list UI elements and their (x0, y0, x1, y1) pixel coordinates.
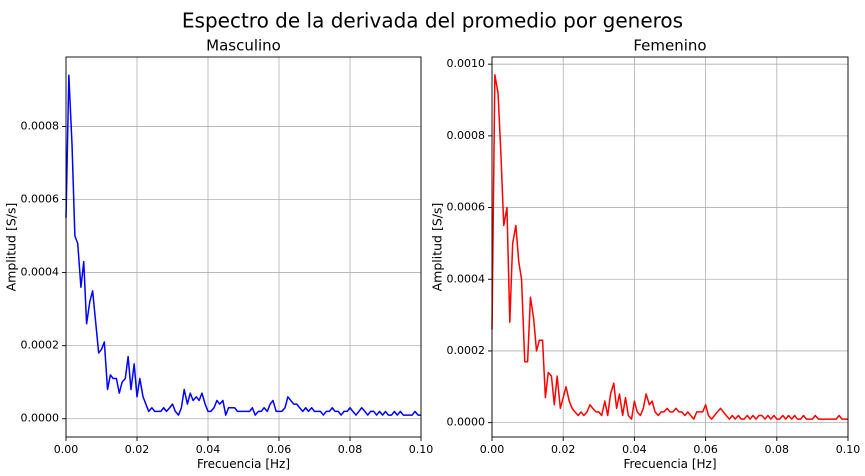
x-tick-label: 0.10 (836, 443, 861, 456)
subplot-masculino: 0.00 0.02 0.04 0.06 0.08 0.10 0.0000 0.0002 0.00… (4, 37, 434, 472)
x-tick-label: 0.06 (267, 443, 292, 456)
axes-frame (65, 56, 422, 438)
subplot-title: Masculino (206, 37, 281, 55)
x-tick-label: 0.00 (54, 443, 79, 456)
x-tick-label: 0.04 (196, 443, 221, 456)
grid-lines (491, 57, 849, 437)
y-tick-label: 0.0004 (447, 272, 486, 285)
subplot-title: Femenino (633, 37, 706, 55)
subplot-femenino: 0.00 0.02 0.04 0.06 0.08 0.10 0.0000 0.0002 0.00… (430, 37, 861, 472)
series-line (65, 74, 421, 416)
axes-frame (491, 56, 849, 438)
x-axis-label: Frecuencia [Hz] (197, 457, 290, 471)
y-tick-label: 0.0006 (447, 201, 486, 214)
y-axis-label: Amplitud [S/s] (430, 203, 445, 292)
x-tick-label: 0.10 (409, 443, 434, 456)
x-tick-label: 0.00 (480, 443, 505, 456)
figure-title: Espectro de la derivada del promedio por… (182, 9, 683, 33)
grid-lines (65, 57, 422, 437)
y-tick-label: 0.0010 (447, 57, 486, 70)
x-tick-label: 0.02 (551, 443, 576, 456)
y-tick-label: 0.0000 (447, 416, 486, 429)
x-tick-label: 0.06 (693, 443, 718, 456)
x-tick-label: 0.08 (765, 443, 790, 456)
plot-area (65, 74, 421, 416)
y-tick-label: 0.0004 (21, 266, 60, 279)
y-tick-label: 0.0002 (447, 344, 486, 357)
series-line (491, 74, 848, 420)
y-tick-label: 0.0000 (21, 412, 60, 425)
plot-area (491, 74, 848, 420)
y-axis-label: Amplitud [S/s] (4, 203, 19, 292)
x-axis-label: Frecuencia [Hz] (623, 457, 716, 471)
y-tick-label: 0.0008 (21, 119, 60, 132)
y-tick-label: 0.0006 (21, 193, 60, 206)
x-tick-label: 0.08 (338, 443, 363, 456)
axis-ticks: 0.00 0.02 0.04 0.06 0.08 0.10 0.0000 0.0002 0.00… (21, 56, 434, 456)
axis-ticks: 0.00 0.02 0.04 0.06 0.08 0.10 0.0000 0.0002 0.00… (447, 56, 861, 456)
y-tick-label: 0.0002 (21, 339, 60, 352)
x-tick-label: 0.04 (622, 443, 647, 456)
x-tick-label: 0.02 (125, 443, 150, 456)
y-tick-label: 0.0008 (447, 129, 486, 142)
